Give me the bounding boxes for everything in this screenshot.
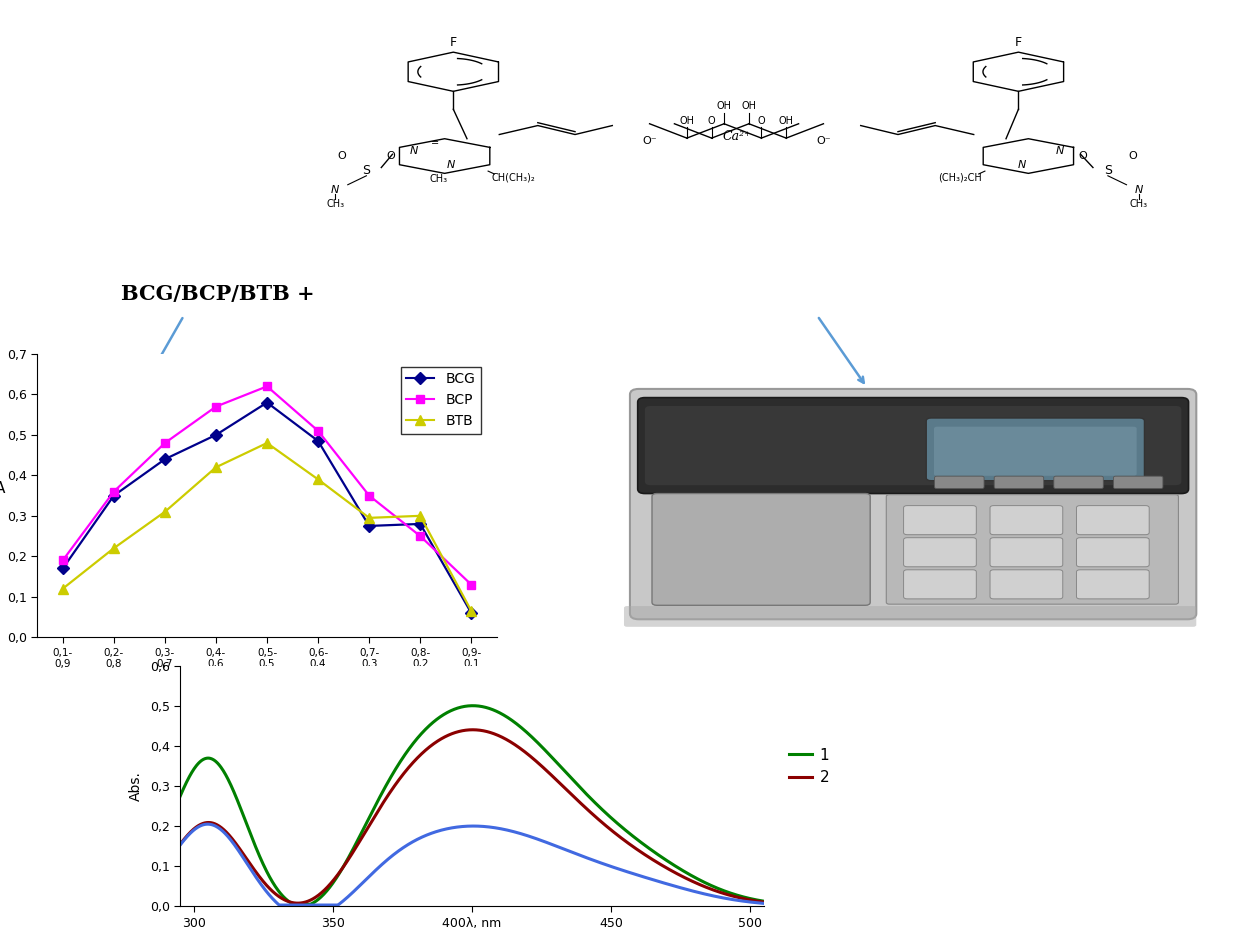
Legend: BCG, BCP, BTB: BCG, BCP, BTB <box>401 366 481 433</box>
Text: O: O <box>708 115 715 126</box>
FancyBboxPatch shape <box>1077 538 1149 566</box>
Text: N: N <box>1135 185 1143 195</box>
FancyBboxPatch shape <box>990 506 1063 534</box>
FancyBboxPatch shape <box>990 570 1063 598</box>
Text: CH(CH₃)₂: CH(CH₃)₂ <box>491 173 535 182</box>
FancyBboxPatch shape <box>1053 476 1103 489</box>
FancyBboxPatch shape <box>934 476 984 489</box>
Text: CH₃: CH₃ <box>327 199 344 210</box>
Text: O: O <box>337 151 347 161</box>
Legend: 1, 2: 1, 2 <box>784 742 836 792</box>
Text: Ca²⁺: Ca²⁺ <box>722 130 751 143</box>
Y-axis label: Abs.: Abs. <box>129 771 143 801</box>
Text: N: N <box>447 160 455 170</box>
Text: CH₃: CH₃ <box>430 175 447 184</box>
FancyBboxPatch shape <box>645 406 1181 485</box>
Text: =: = <box>431 139 438 148</box>
Text: F: F <box>1015 36 1022 48</box>
Text: V1\V2: V1\V2 <box>246 678 288 692</box>
Text: O: O <box>1128 151 1138 161</box>
FancyBboxPatch shape <box>637 397 1189 494</box>
Text: O: O <box>758 115 765 126</box>
FancyBboxPatch shape <box>1113 476 1163 489</box>
FancyBboxPatch shape <box>994 476 1043 489</box>
FancyBboxPatch shape <box>1077 570 1149 598</box>
FancyBboxPatch shape <box>904 570 976 598</box>
FancyBboxPatch shape <box>630 389 1196 619</box>
FancyBboxPatch shape <box>904 506 976 534</box>
Text: N: N <box>332 185 339 195</box>
FancyBboxPatch shape <box>990 538 1063 566</box>
Text: CH₃: CH₃ <box>1130 199 1148 210</box>
Text: O⁻: O⁻ <box>816 136 831 146</box>
Text: O: O <box>1078 151 1088 161</box>
Text: S: S <box>1104 164 1112 177</box>
FancyBboxPatch shape <box>887 495 1179 604</box>
Text: N: N <box>410 145 417 156</box>
FancyBboxPatch shape <box>652 494 871 605</box>
Text: F: F <box>450 36 457 48</box>
FancyBboxPatch shape <box>934 427 1136 476</box>
FancyBboxPatch shape <box>623 606 1196 627</box>
Text: N: N <box>1018 160 1026 170</box>
Text: O: O <box>386 151 396 161</box>
Y-axis label: A: A <box>0 480 6 496</box>
Text: OH: OH <box>779 115 794 126</box>
FancyBboxPatch shape <box>904 538 976 566</box>
Text: O⁻: O⁻ <box>642 136 657 146</box>
FancyBboxPatch shape <box>1077 506 1149 534</box>
Text: S: S <box>363 164 370 177</box>
Text: OH: OH <box>741 101 756 111</box>
Text: OH: OH <box>679 115 694 126</box>
FancyBboxPatch shape <box>927 418 1144 480</box>
Text: BCG/BCP/BTB +: BCG/BCP/BTB + <box>120 284 314 304</box>
Text: OH: OH <box>717 101 732 111</box>
Text: (CH₃)₂CH: (CH₃)₂CH <box>938 173 982 182</box>
Text: N: N <box>1056 145 1063 156</box>
